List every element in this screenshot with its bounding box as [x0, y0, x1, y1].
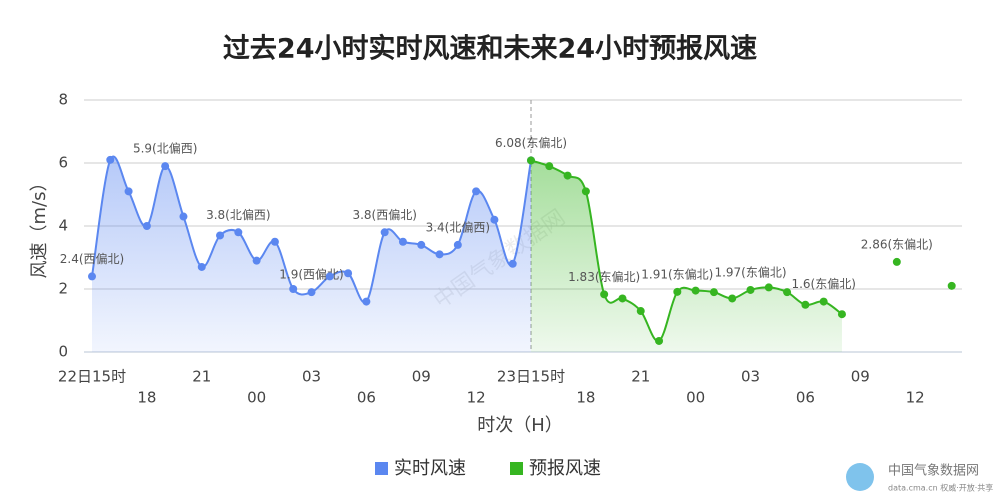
point — [453, 240, 462, 249]
y-axis-label: 风速（m/s） — [29, 174, 50, 279]
y-tick-label: 4 — [58, 217, 68, 235]
value-label: 2.4(西偏北) — [60, 251, 124, 266]
point — [234, 228, 243, 237]
area — [92, 156, 531, 352]
point — [746, 285, 755, 294]
x-tick-label: 12 — [906, 389, 925, 407]
x-tick-label: 06 — [796, 389, 815, 407]
point — [124, 187, 133, 196]
point — [362, 297, 371, 306]
area — [531, 160, 842, 352]
logo-tagline: data.cma.cn 权威·开放·共享 — [888, 483, 993, 493]
point — [600, 290, 609, 299]
value-label: 2.86(东偏北) — [861, 236, 933, 251]
x-tick-label: 18 — [576, 389, 595, 407]
point — [764, 283, 773, 292]
y-tick-label: 8 — [58, 91, 68, 109]
point — [252, 256, 261, 265]
point — [307, 288, 316, 297]
point — [106, 155, 115, 164]
x-tick-label: 06 — [357, 389, 376, 407]
point — [892, 257, 901, 266]
y-tick-label: 2 — [58, 280, 68, 298]
point — [216, 231, 225, 240]
x-tick-label: 23日15时 — [497, 368, 565, 386]
value-label: 6.08(东偏北) — [495, 135, 567, 150]
point — [673, 287, 682, 296]
value-label: 3.8(西偏北) — [352, 207, 416, 222]
point — [691, 286, 700, 295]
point — [563, 171, 572, 180]
point — [655, 336, 664, 345]
logo-icon — [846, 463, 874, 491]
x-tick-label: 00 — [686, 389, 705, 407]
point — [709, 288, 718, 297]
legend-label: 实时风速 — [394, 458, 466, 479]
x-tick-label: 21 — [192, 368, 211, 386]
point — [142, 222, 151, 230]
point — [398, 237, 407, 246]
point — [472, 187, 481, 196]
point — [819, 297, 828, 306]
point — [435, 250, 444, 259]
point — [545, 162, 554, 171]
x-tick-label: 12 — [467, 389, 486, 407]
point — [636, 307, 645, 316]
x-tick-label: 03 — [302, 368, 321, 386]
point — [344, 269, 353, 278]
x-tick-label: 09 — [851, 368, 870, 386]
point — [179, 212, 188, 221]
point — [325, 272, 334, 281]
point — [270, 237, 279, 246]
point — [490, 215, 499, 224]
point — [161, 162, 170, 171]
value-label: 3.8(北偏西) — [206, 207, 270, 222]
value-label: 3.4(北偏西) — [426, 219, 490, 234]
point — [728, 294, 737, 303]
value-label: 1.91(东偏北) — [641, 266, 713, 281]
point — [801, 300, 810, 309]
value-label: 1.83(东偏北) — [568, 269, 640, 284]
x-tick-label: 21 — [631, 368, 650, 386]
legend-label: 预报风速 — [529, 458, 601, 479]
value-label: 1.9(西偏北) — [279, 267, 343, 282]
point — [197, 262, 206, 271]
x-tick-label: 03 — [741, 368, 760, 386]
point — [289, 285, 298, 293]
value-label: 1.6(东偏北) — [791, 276, 855, 291]
x-tick-label: 22日15时 — [58, 368, 126, 386]
x-tick-label: 18 — [137, 389, 156, 407]
point — [508, 259, 517, 268]
point — [618, 294, 627, 303]
point — [380, 228, 389, 237]
point — [837, 310, 846, 319]
chart-title: 过去24小时实时风速和未来24小时预报风速 — [223, 33, 757, 65]
x-tick-label: 09 — [412, 368, 431, 386]
logo-name: 中国气象数据网 — [888, 463, 979, 479]
legend-swatch — [510, 462, 523, 475]
x-axis-label: 时次（H） — [477, 415, 563, 436]
point — [88, 272, 96, 281]
point — [947, 281, 956, 290]
point — [417, 240, 426, 249]
y-tick-label: 6 — [58, 154, 68, 172]
value-label: 1.97(东偏北) — [714, 264, 786, 279]
point — [783, 288, 792, 297]
x-tick-label: 00 — [247, 389, 266, 407]
legend-swatch — [375, 462, 388, 475]
y-tick-label: 0 — [58, 343, 68, 361]
point — [581, 187, 590, 196]
point — [527, 156, 535, 165]
value-label: 5.9(北偏西) — [133, 141, 197, 156]
